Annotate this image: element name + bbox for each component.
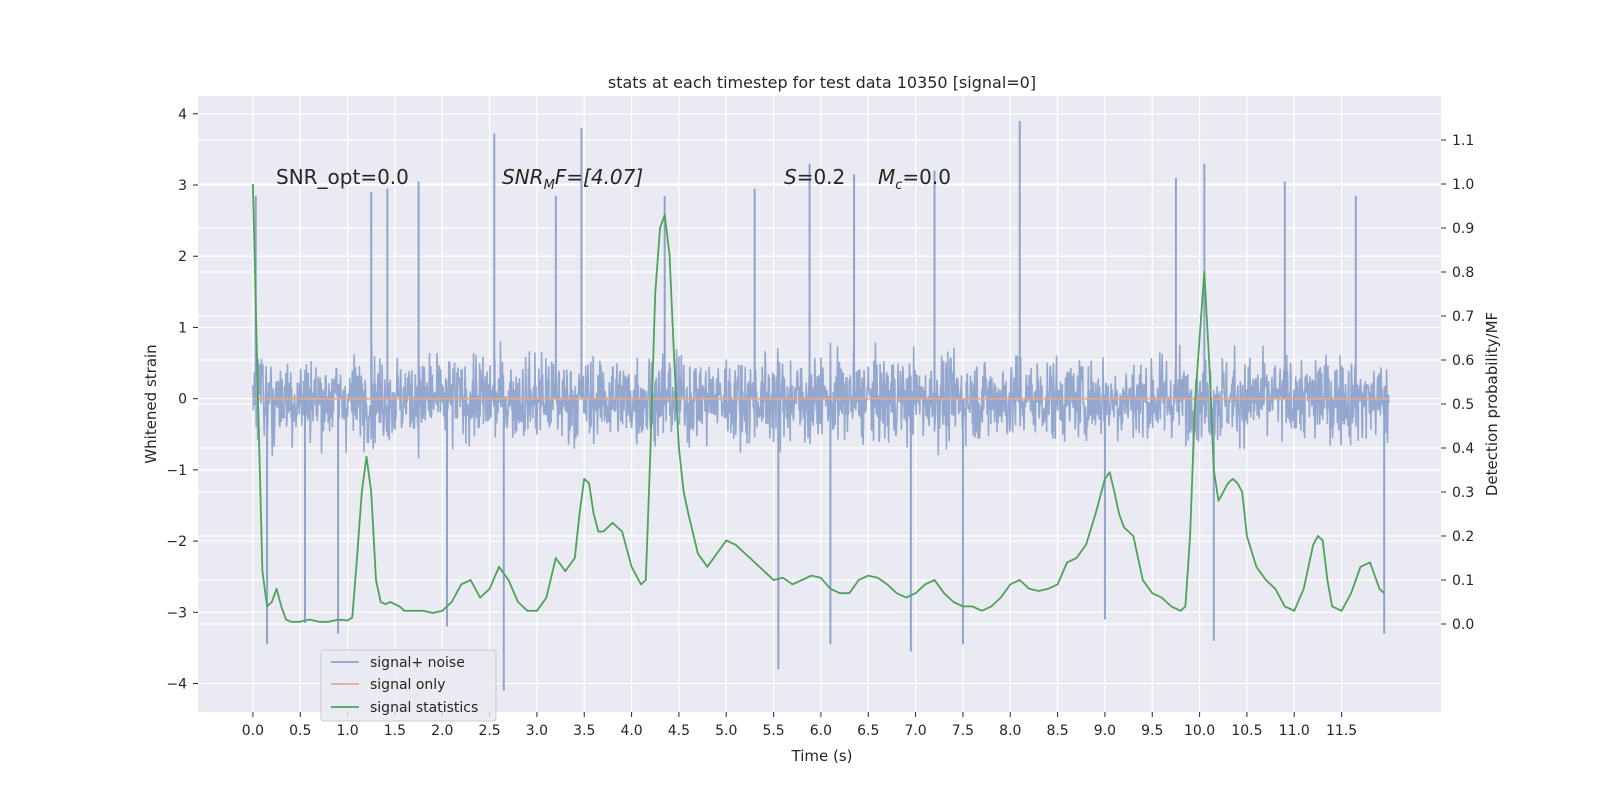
legend-box [320,649,497,722]
x-tick-label: 3.5 [573,723,595,739]
x-tick-label: 3.0 [526,723,548,739]
x-tick-label: 11.0 [1279,723,1310,739]
x-axis: 0.0 0.5 1.0 1.5 2.0 2.5 3.0 3.5 4.0 4.5 5.0 5.5 6.0 6… [242,712,1357,739]
snr-mf-subscript: M [544,178,555,193]
x-tick-label: 4.5 [668,723,690,739]
right-y-axis-label: Detection probability/MF [1483,312,1501,496]
x-tick-label: 10.0 [1184,723,1215,739]
x-tick-label: 10.5 [1231,723,1262,739]
x-axis-label: Time (s) [791,747,853,765]
x-tick-label: 4.0 [620,723,642,739]
x-tick-label: 9.5 [1141,723,1163,739]
mc-variable: M [878,165,895,189]
x-tick-label: 1.5 [384,723,406,739]
x-tick-label: 11.5 [1326,723,1357,739]
signal-statistics-series [252,183,1385,623]
x-tick-label: 5.0 [715,723,737,739]
legend-label-signal-only: signal only [370,677,445,693]
y2-tick-label: 1.0 [1452,177,1474,193]
signal-noise-trace [252,340,1390,459]
y2-tick-label: 1.1 [1452,133,1474,149]
y2-tick-label: 0.0 [1452,617,1474,633]
snr-mf-prefix: SNR [502,165,544,189]
y2-tick-label: 0.4 [1452,441,1474,457]
y-tick-label: −4 [166,677,187,693]
x-tick-label: 7.5 [952,723,974,739]
y-tick-label: 1 [178,320,187,336]
annotation-mc: Mc=0.0 [878,165,951,193]
annotation-s: S=0.2 [784,165,845,189]
x-tick-label: 8.5 [1046,723,1068,739]
y-tick-label: 4 [178,107,187,123]
y2-tick-label: 0.2 [1452,529,1474,545]
legend: signal+ noise signal only signal statist… [320,649,497,722]
y2-tick-label: 0.5 [1452,397,1474,413]
x-tick-label: 8.0 [999,723,1021,739]
x-tick-label: 1.0 [336,723,358,739]
mc-value: =0.0 [902,165,951,189]
y-tick-label: 3 [178,178,187,194]
y-tick-label: −3 [166,605,187,621]
x-tick-label: 6.0 [810,723,832,739]
y2-tick-label: 0.3 [1452,485,1474,501]
s-variable: S [784,165,797,189]
x-tick-label: 0.0 [242,723,264,739]
y2-tick-label: 0.7 [1452,309,1474,325]
y-axis-label: Whitened strain [142,344,160,463]
mc-subscript: c [895,178,902,193]
x-tick-label: 9.0 [1094,723,1116,739]
left-y-axis: 4 3 2 1 0 −1 −2 −3 −4 [166,107,198,693]
y2-tick-label: 0.1 [1452,573,1474,589]
x-tick-label: 6.5 [857,723,879,739]
y-tick-label: −2 [166,534,187,550]
snr-mf-suffix: F=[4.07] [555,165,643,189]
right-y-axis: 1.1 1.0 0.9 0.8 0.7 0.6 0.5 0.4 0.3 0.2 0.1 0.0 [1441,133,1474,633]
annotation-snr-opt: SNR_opt=0.0 [276,165,409,189]
y2-tick-label: 0.9 [1452,221,1474,237]
x-tick-label: 2.0 [431,723,453,739]
signal-statistics-line [252,183,1385,623]
legend-label-signal-statistics: signal statistics [370,700,478,716]
y-tick-label: −1 [166,463,187,479]
x-tick-label: 7.0 [904,723,926,739]
x-tick-label: 0.5 [289,723,311,739]
y2-tick-label: 0.8 [1452,265,1474,281]
x-tick-label: 5.5 [762,723,784,739]
x-tick-label: 2.5 [478,723,500,739]
chart-title: stats at each timestep for test data 103… [608,73,1036,92]
s-value: =0.2 [797,165,846,189]
y-tick-label: 0 [178,392,187,408]
y-tick-label: 2 [178,249,187,265]
y2-tick-label: 0.6 [1452,353,1474,369]
annotation-snr-mf: SNRMF=[4.07] [502,165,643,193]
legend-label-signal-noise: signal+ noise [370,655,465,671]
signal-noise-series [252,120,1390,691]
